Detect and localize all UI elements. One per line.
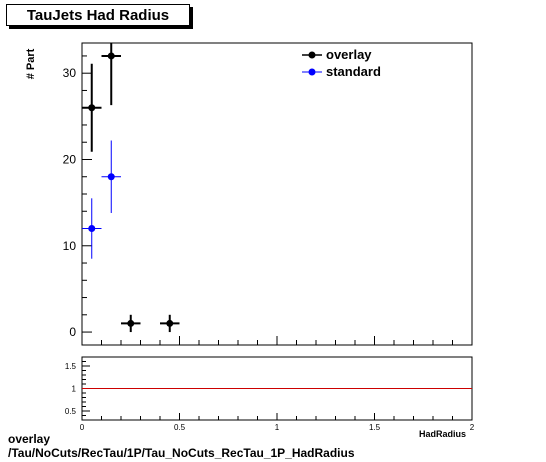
footer-path: /Tau/NoCuts/RecTau/1P/Tau_NoCuts_RecTau_… [8,446,355,460]
main-plot-frame [81,42,473,346]
x-tick-label: 2 [470,423,475,432]
data-point-overlay [166,319,174,327]
y-tick-label: 20 [63,152,77,166]
ratio-y-tick-label: 0.5 [65,407,77,416]
x-tick-label: 0.5 [174,423,186,432]
y-tick-label: 10 [63,239,77,253]
main-x-axis [81,336,473,345]
data-point-overlay [107,52,115,60]
legend: overlay standard [302,47,381,79]
x-tick-label: 1.5 [369,423,381,432]
y-axis-label: # Part [25,48,37,79]
chart-title: TauJets Had Radius [6,4,190,26]
x-axis-cut-label: HadRadius [419,429,466,439]
y-tick-label: 30 [63,66,77,80]
x-tick-label: 1 [275,423,280,432]
data-point-standard [88,225,96,233]
legend-label-standard: standard [326,64,381,79]
footer-line-1: overlay [8,432,51,446]
legend-marker-overlay [308,51,316,59]
data-point-overlay [127,319,135,327]
data-point-standard [107,173,115,181]
y-tick-label: 0 [69,325,76,339]
ratio-y-tick-label: 1 [72,385,77,394]
data-point-overlay [88,104,96,112]
legend-label-overlay: overlay [326,47,372,62]
legend-marker-standard [308,68,316,76]
ratio-y-tick-label: 1.5 [65,362,77,371]
x-tick-label: 0 [80,423,85,432]
main-data-marks [82,43,180,333]
main-y-axis: 0 10 20 30 [63,55,92,339]
ratio-x-axis: 0 0.5 1 1.5 2 [80,413,475,432]
